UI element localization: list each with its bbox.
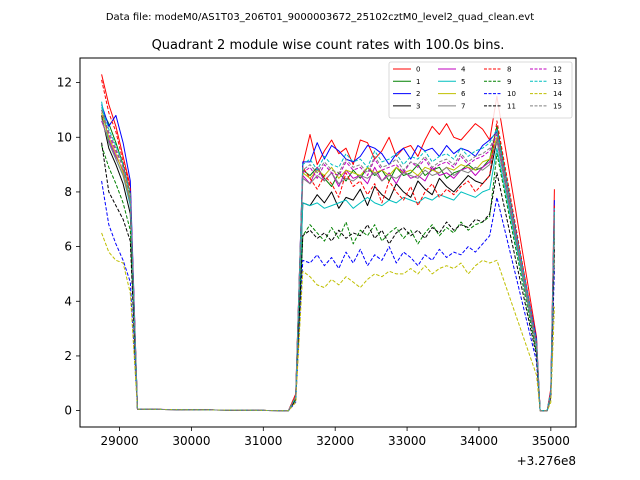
y-tick-label: 12 xyxy=(57,76,72,90)
legend-label-8: 8 xyxy=(507,66,511,74)
series-line-15 xyxy=(101,109,555,412)
legend-label-15: 15 xyxy=(553,102,562,110)
series-line-12 xyxy=(101,109,555,412)
legend-label-6: 6 xyxy=(461,90,466,98)
legend-label-9: 9 xyxy=(507,78,511,86)
x-axis: 29000 30000 31000 32000 33000 34000 35000 xyxy=(100,427,570,448)
x-offset-label: +3.276e8 xyxy=(517,454,576,468)
legend-label-11: 11 xyxy=(507,102,516,110)
y-axis: 0 2 4 6 8 10 12 xyxy=(57,76,80,418)
legend-label-1: 1 xyxy=(416,78,420,86)
series-line-11 xyxy=(101,142,555,412)
legend-label-14: 14 xyxy=(553,90,562,98)
data-file-label: Data file: modeM0/AS1T03_206T01_90000036… xyxy=(106,12,534,23)
y-tick-label: 0 xyxy=(64,404,72,418)
legend-label-10: 10 xyxy=(507,90,516,98)
legend-label-2: 2 xyxy=(416,90,420,98)
x-tick-label: 35000 xyxy=(532,434,570,448)
x-tick-label: 31000 xyxy=(244,434,282,448)
legend-label-3: 3 xyxy=(416,102,420,110)
legend-label-7: 7 xyxy=(461,102,465,110)
legend-label-5: 5 xyxy=(461,78,465,86)
x-tick-label: 30000 xyxy=(172,434,210,448)
series-layer xyxy=(101,74,555,412)
y-tick-label: 2 xyxy=(64,349,72,363)
plot-frame xyxy=(79,57,577,428)
y-tick-label: 6 xyxy=(64,240,72,254)
legend-label-4: 4 xyxy=(461,66,466,74)
legend-label-0: 0 xyxy=(416,66,420,74)
legend-label-12: 12 xyxy=(553,66,562,74)
chart-title: Quadrant 2 module wise count rates with … xyxy=(152,38,505,53)
legend-box xyxy=(388,61,573,119)
x-tick-label: 29000 xyxy=(100,434,138,448)
x-tick-label: 32000 xyxy=(316,434,354,448)
x-tick-label: 34000 xyxy=(460,434,498,448)
legend-label-13: 13 xyxy=(553,78,562,86)
y-tick-label: 8 xyxy=(64,185,72,199)
series-line-14 xyxy=(101,232,555,412)
x-tick-label: 33000 xyxy=(388,434,426,448)
plot-area xyxy=(79,57,577,428)
y-tick-label: 4 xyxy=(64,294,72,308)
y-tick-label: 10 xyxy=(57,130,72,144)
